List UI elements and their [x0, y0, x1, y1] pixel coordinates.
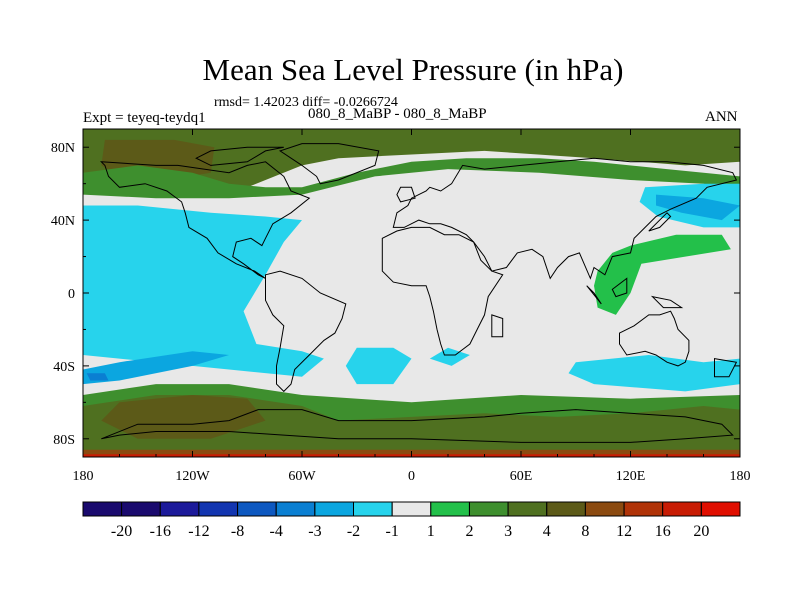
colorbar-label-9: 2: [466, 523, 474, 540]
colorbar-swatch-8: [391, 501, 432, 517]
coastline-11: [586, 285, 602, 305]
coastline-12: [611, 277, 628, 298]
colorbar-swatch-1: [121, 501, 161, 517]
contour-region-7: [429, 347, 470, 366]
y-tick-label-3: 40S: [53, 360, 75, 375]
colorbar-swatch-10: [469, 501, 509, 517]
x-tick-label-1: 120W: [175, 469, 210, 484]
x-tick-label-4: 60E: [510, 469, 533, 484]
colorbar-label-10: 3: [504, 523, 512, 540]
contour-region-0: [83, 129, 740, 191]
coastline-group: [100, 143, 738, 443]
coastline-3: [381, 226, 504, 356]
colorbar-label-8: 1: [427, 523, 435, 540]
y-tick-label-0: 80N: [51, 141, 75, 156]
contour-region-5: [86, 373, 109, 381]
coastline-6: [278, 143, 380, 185]
coastline-7: [195, 146, 284, 166]
experiment-label: Expt = teyeq-teydq1: [83, 110, 206, 126]
colorbar-swatch-15: [662, 501, 702, 517]
colorbar-swatch-2: [159, 501, 200, 517]
coastline-9: [396, 186, 416, 203]
contour-region-14: [101, 395, 266, 439]
contour-region-3: [83, 205, 324, 377]
coastline-4: [619, 310, 690, 367]
x-tick-label-5: 120E: [616, 469, 646, 484]
x-axis: 180 120W 60W 0 60E 120E 180: [73, 129, 751, 484]
coastline-5: [101, 409, 734, 443]
colorbar-label-0: -20: [111, 523, 132, 540]
colorbar-label-7: -1: [386, 523, 399, 540]
colorbar-label-14: 16: [655, 523, 671, 540]
contour-region-11: [594, 234, 731, 315]
y-tick-label-2: 0: [68, 287, 75, 302]
colorbar-label-5: -3: [308, 523, 321, 540]
colorbar-label-15: 20: [693, 523, 709, 540]
colorbar-swatch-16: [700, 501, 741, 517]
comparison-subtitle: 080_8_MaBP - 080_8_MaBP: [308, 106, 487, 122]
x-tick-label-3: 0: [408, 469, 415, 484]
season-label: ANN: [705, 109, 738, 125]
colorbar-swatch-6: [314, 501, 354, 517]
contour-region-6: [345, 347, 412, 385]
coastline-14: [714, 358, 738, 378]
coastline-8: [491, 314, 504, 338]
rmsd-diff-stats: rmsd= 1.42023 diff= -0.0266724: [214, 95, 398, 110]
colorbar-swatch-11: [507, 501, 548, 517]
x-tick-label-0: 180: [73, 469, 94, 484]
colorbar-swatch-9: [430, 501, 470, 517]
colorbar-swatch-12: [546, 501, 586, 517]
colorbar-swatch-13: [584, 501, 625, 517]
colorbar-label-11: 4: [543, 523, 551, 540]
colorbar-label-3: -8: [231, 523, 244, 540]
y-tick-label-4: 80S: [53, 433, 75, 448]
colorbar-swatch-3: [198, 501, 238, 517]
contour-fill-group: [83, 129, 740, 457]
coastline-2: [392, 157, 738, 280]
y-axis: 80N 40N 0 40S 80S: [51, 141, 740, 448]
colorbar-label-4: -4: [270, 523, 283, 540]
colorbar-label-2: -12: [188, 523, 209, 540]
colorbar: -20 -16 -12 -8 -4 -3 -2 -1 1 2 3 4 8 12 16 20: [82, 501, 741, 540]
contour-region-4: [83, 351, 229, 385]
coastline-0: [100, 161, 311, 279]
y-tick-label-1: 40N: [51, 214, 75, 229]
colorbar-label-1: -16: [150, 523, 171, 540]
colorbar-swatch-14: [623, 501, 664, 517]
colorbar-swatch-5: [275, 501, 316, 517]
colorbar-label-13: 12: [616, 523, 632, 540]
colorbar-swatch-4: [237, 501, 277, 517]
x-tick-label-2: 60W: [288, 469, 316, 484]
coastline-10: [648, 212, 672, 232]
colorbar-swatch-0: [82, 501, 123, 517]
colorbar-swatch-7: [353, 501, 393, 517]
contour-region-10: [656, 194, 740, 221]
coastline-1: [265, 270, 347, 393]
colorbar-label-6: -2: [347, 523, 360, 540]
x-tick-label-6: 180: [730, 469, 751, 484]
colorbar-label-12: 8: [581, 523, 589, 540]
chart-title: Mean Sea Level Pressure (in hPa): [202, 52, 624, 87]
coastline-13: [650, 295, 684, 309]
contour-region-8: [568, 355, 740, 392]
contour-region-2: [83, 158, 740, 199]
